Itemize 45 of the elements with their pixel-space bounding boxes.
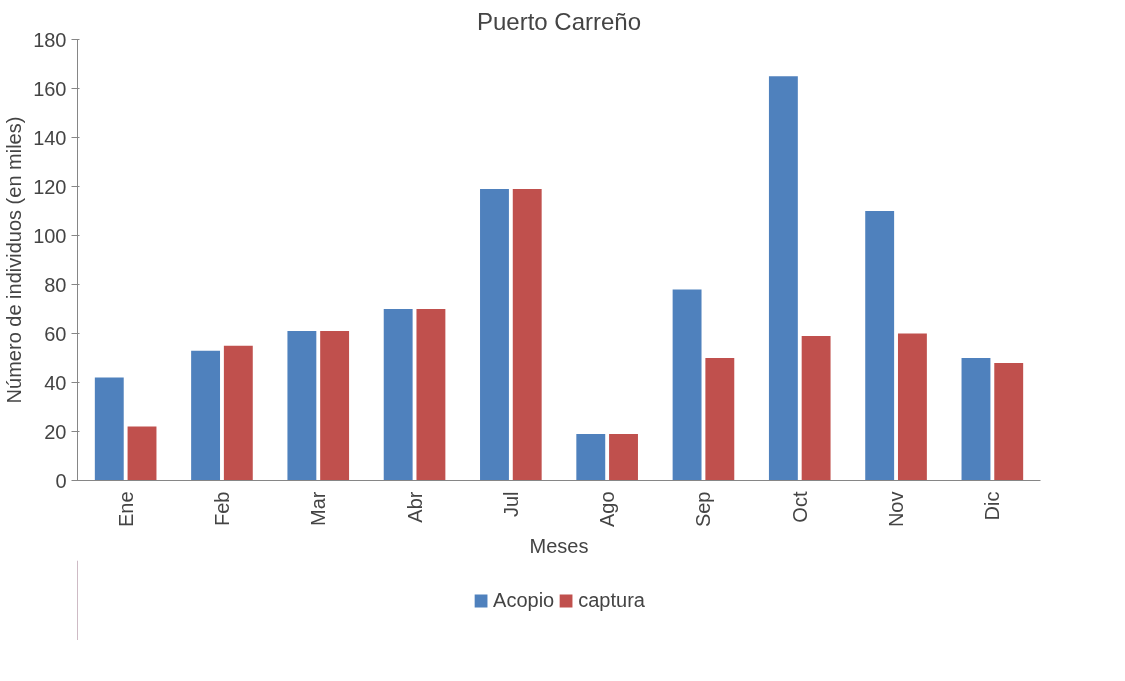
y-tick-label: 20 — [44, 420, 67, 443]
bar — [768, 76, 798, 481]
bar — [480, 188, 509, 481]
bar — [672, 289, 702, 481]
bar — [320, 331, 350, 481]
legend-label: Acopio — [493, 588, 555, 612]
bar — [416, 309, 446, 481]
x-tick-label: Ago — [596, 491, 619, 528]
y-tick-label: 160 — [33, 77, 67, 100]
y-tick-label: 40 — [44, 371, 67, 394]
bar — [576, 433, 606, 481]
bar — [287, 331, 317, 481]
x-tick-label: Mar — [307, 491, 330, 526]
y-tick-label: 100 — [33, 224, 67, 247]
chart-title: Puerto Carreño — [476, 7, 642, 35]
bar — [609, 433, 638, 481]
x-tick-label: Sep — [692, 491, 715, 528]
y-tick-label: 140 — [33, 126, 67, 149]
x-tick-label: Oct — [788, 491, 811, 523]
bar — [994, 362, 1024, 481]
y-axis-title: Número de individuos (en miles) — [3, 116, 26, 404]
y-tick-label: 120 — [33, 175, 67, 198]
legend-label: captura — [578, 588, 645, 612]
bar — [223, 345, 253, 481]
x-tick-label: Feb — [210, 491, 233, 526]
bar — [383, 309, 413, 481]
bar — [961, 358, 991, 481]
bar — [897, 333, 927, 481]
bar — [191, 350, 221, 481]
x-axis-title: Meses — [529, 535, 589, 558]
x-tick-label: Ene — [114, 491, 137, 528]
x-tick-label: Jul — [499, 491, 522, 518]
bar — [512, 188, 542, 481]
x-tick-label: Nov — [885, 491, 908, 528]
y-tick-label: 0 — [55, 469, 67, 492]
bar — [94, 377, 124, 481]
x-tick-label: Dic — [981, 491, 1004, 521]
y-tick-label: 180 — [33, 28, 67, 51]
y-tick-label: 60 — [44, 322, 67, 345]
bar — [127, 426, 157, 481]
y-tick-label: 80 — [44, 273, 67, 296]
bar — [705, 358, 735, 481]
x-tick-label: Abr — [403, 491, 426, 523]
bar — [865, 211, 895, 481]
bar — [801, 335, 831, 481]
